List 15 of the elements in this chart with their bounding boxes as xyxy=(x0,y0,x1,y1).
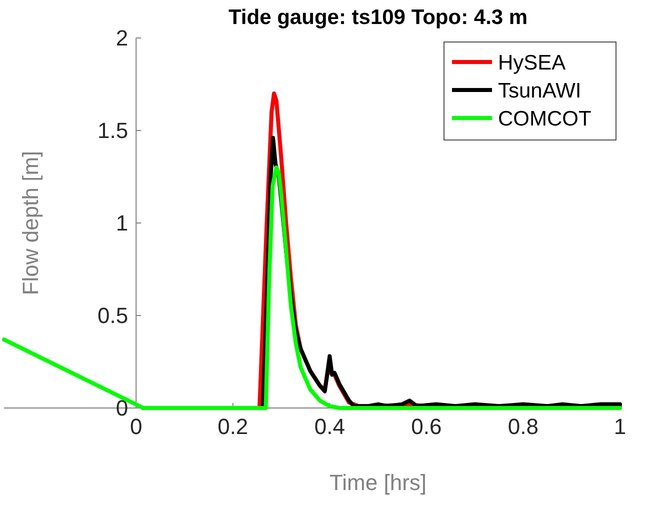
x-axis-title: Time [hrs] xyxy=(330,470,427,495)
x-tick-label: 1 xyxy=(614,414,626,439)
y-tick-label: 2 xyxy=(116,26,128,51)
x-tick-label: 0.6 xyxy=(411,414,442,439)
x-tick-label: 0.4 xyxy=(314,414,345,439)
legend-label: TsunAWI xyxy=(498,79,582,102)
legend-label: HySEA xyxy=(498,51,566,74)
chart-title: Tide gauge: ts109 Topo: 4.3 m xyxy=(228,6,528,29)
x-tick-label: 0.8 xyxy=(508,414,539,439)
y-axis-title: Flow depth [m] xyxy=(18,150,43,296)
y-tick-label: 0.5 xyxy=(98,303,128,328)
y-tick-label: 1.5 xyxy=(98,118,128,144)
y-tick-label: 1 xyxy=(116,210,128,236)
legend-label: COMCOT xyxy=(498,107,592,130)
x-tick-label: 0.2 xyxy=(218,414,248,439)
